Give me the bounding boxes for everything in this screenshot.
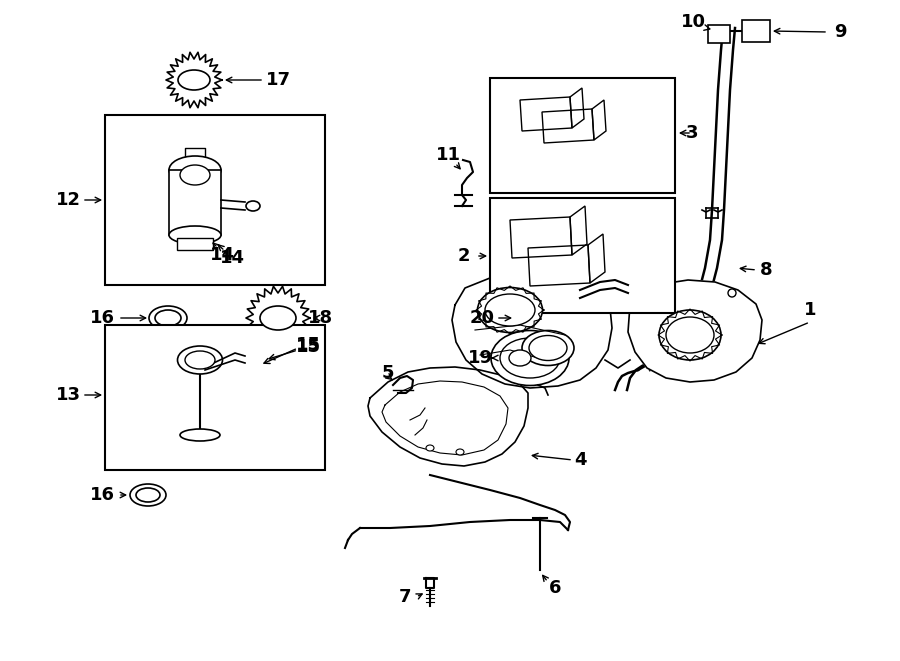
Text: 10: 10 <box>680 13 706 31</box>
Polygon shape <box>628 280 762 382</box>
Text: 6: 6 <box>549 579 562 597</box>
Ellipse shape <box>426 445 434 451</box>
Text: 12: 12 <box>56 191 80 209</box>
Bar <box>105 325 325 470</box>
Ellipse shape <box>500 338 560 378</box>
Text: 1: 1 <box>804 301 816 319</box>
Ellipse shape <box>491 330 569 385</box>
Ellipse shape <box>180 429 220 441</box>
Ellipse shape <box>666 317 714 353</box>
Text: 16: 16 <box>89 486 114 504</box>
Ellipse shape <box>509 350 531 366</box>
Polygon shape <box>452 274 612 388</box>
Bar <box>490 198 675 313</box>
Bar <box>105 115 325 285</box>
Ellipse shape <box>522 330 574 366</box>
Ellipse shape <box>478 288 543 332</box>
Ellipse shape <box>136 488 160 502</box>
Bar <box>490 78 675 193</box>
Ellipse shape <box>456 449 464 455</box>
Text: 11: 11 <box>436 146 461 164</box>
Ellipse shape <box>178 70 210 90</box>
Text: 14: 14 <box>210 246 235 264</box>
Ellipse shape <box>169 226 221 244</box>
Ellipse shape <box>659 310 721 360</box>
Text: 7: 7 <box>399 588 411 606</box>
Ellipse shape <box>728 289 736 297</box>
Text: 4: 4 <box>574 451 586 469</box>
Ellipse shape <box>519 313 529 323</box>
Text: 20: 20 <box>470 309 494 327</box>
Text: 18: 18 <box>308 309 333 327</box>
Text: 17: 17 <box>266 71 291 89</box>
Ellipse shape <box>185 351 215 369</box>
Bar <box>177 238 213 250</box>
Text: 8: 8 <box>760 261 772 279</box>
Text: 19: 19 <box>467 349 492 367</box>
Polygon shape <box>605 305 630 360</box>
Ellipse shape <box>155 310 181 326</box>
Polygon shape <box>246 286 310 350</box>
Ellipse shape <box>177 346 222 374</box>
Text: 3: 3 <box>686 124 698 142</box>
Bar <box>169 170 221 235</box>
Bar <box>708 25 730 43</box>
Bar <box>742 20 770 42</box>
Ellipse shape <box>260 306 296 330</box>
Ellipse shape <box>246 201 260 211</box>
Text: 16: 16 <box>89 309 114 327</box>
Text: 9: 9 <box>833 23 846 41</box>
Ellipse shape <box>169 156 221 184</box>
Text: 13: 13 <box>56 386 80 404</box>
Text: 2: 2 <box>458 247 470 265</box>
Ellipse shape <box>180 165 210 185</box>
Text: 14: 14 <box>220 249 245 267</box>
Text: 15: 15 <box>295 338 320 356</box>
Ellipse shape <box>130 484 166 506</box>
Polygon shape <box>166 52 222 108</box>
Text: 15: 15 <box>295 336 320 354</box>
Ellipse shape <box>485 294 535 326</box>
Text: 5: 5 <box>382 364 394 382</box>
Polygon shape <box>368 367 528 466</box>
Ellipse shape <box>149 306 187 330</box>
Ellipse shape <box>529 336 567 360</box>
